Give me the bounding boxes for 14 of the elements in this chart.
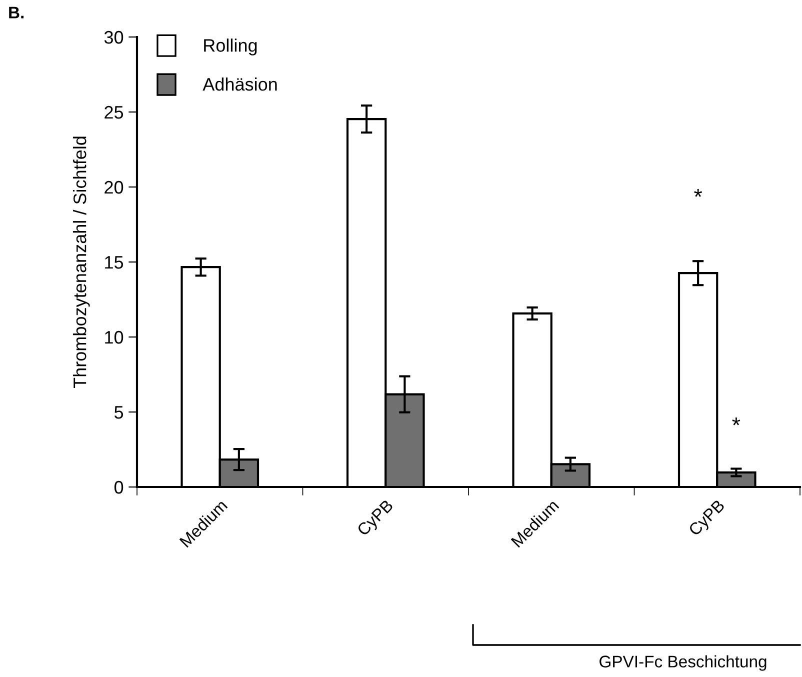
y-axis-title: Thrombozytenanzahl / Sichtfeld [73, 136, 90, 388]
y-tick-label: 10 [105, 330, 124, 344]
text: B. [9, 6, 24, 18]
annotation: * [732, 417, 740, 426]
y-tick-label: 20 [104, 180, 124, 194]
y-tick-label: 25 [104, 106, 124, 119]
y-tick-label: 15 [105, 256, 124, 269]
legend-label: Adhäsion [202, 77, 277, 91]
text: GPVI-Fc Beschichtung [600, 655, 766, 671]
y-tick-label: 0 [114, 480, 124, 494]
y-tick-label: 5 [114, 406, 124, 419]
y-tick-label: 30 [104, 30, 124, 44]
annotation: * [694, 189, 702, 197]
legend-label: Rolling [204, 38, 257, 56]
